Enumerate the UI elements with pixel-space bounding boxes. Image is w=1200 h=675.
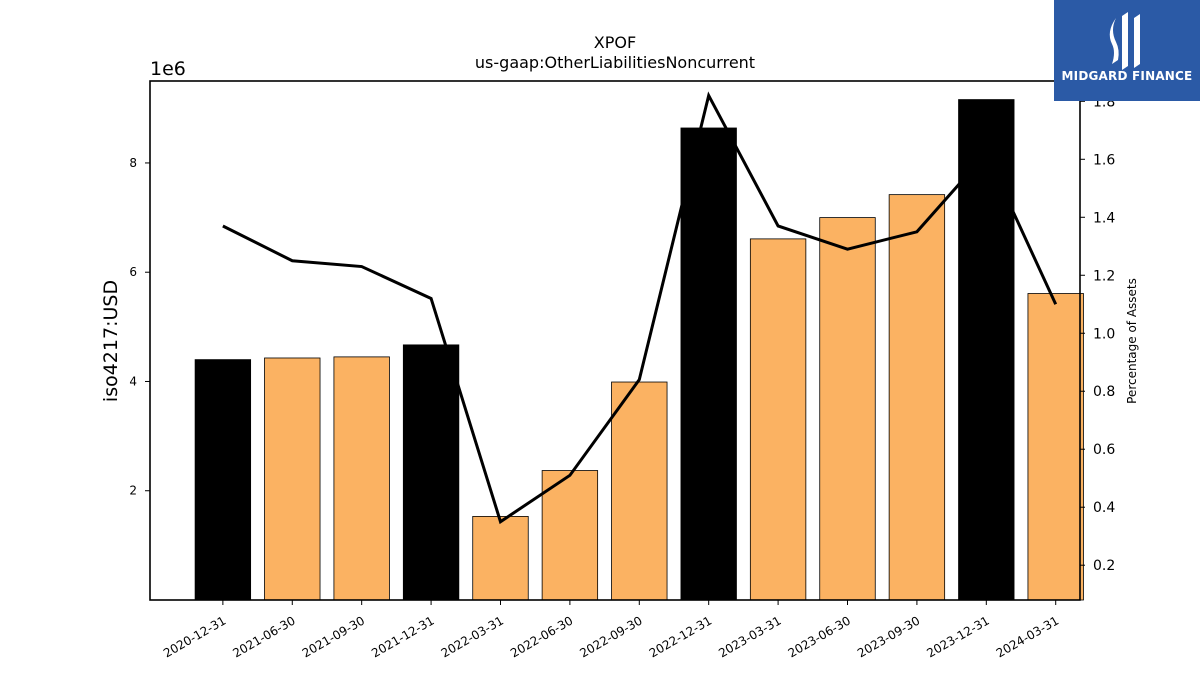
y-tick-label: 6	[129, 265, 137, 279]
brand-name: MIDGARD FINANCE	[1061, 69, 1193, 83]
x-tick-label: 2021-09-30	[300, 613, 367, 660]
x-tick-label: 2022-06-30	[508, 613, 575, 660]
bar	[402, 344, 460, 601]
bar	[611, 381, 668, 601]
bar	[680, 127, 737, 601]
y-tick-label: 4	[129, 374, 137, 388]
x-tick-label: 2024-03-31	[994, 613, 1061, 660]
y2-tick-label: 0.4	[1093, 500, 1115, 516]
y2-axis-label: Percentage of Assets	[1125, 278, 1139, 404]
chart-subtitle: us-gaap:OtherLiabilitiesNoncurrent	[475, 53, 755, 72]
y2-tick-label: 0.2	[1093, 558, 1115, 574]
y2-tick-label: 1.6	[1093, 152, 1115, 168]
x-tick-label: 2023-06-30	[786, 613, 853, 660]
y2-tick-label: 0.8	[1093, 384, 1115, 400]
bar	[472, 516, 529, 601]
y-tick-label: 2	[129, 484, 137, 498]
bar	[194, 359, 252, 601]
bar	[888, 194, 946, 601]
x-tick-label: 2023-12-31	[924, 613, 991, 660]
x-tick-label: 2020-12-31	[161, 613, 228, 660]
series-line	[222, 91, 1058, 525]
x-tick-label: 2022-03-31	[439, 613, 506, 660]
bar	[958, 99, 1015, 601]
y-offset-label: 1e6	[150, 58, 186, 80]
bar	[1027, 293, 1084, 601]
y2-tick-label: 1.4	[1093, 210, 1115, 226]
midgard-logo-icon	[1109, 12, 1140, 70]
bar	[749, 238, 807, 601]
y-tick-label: 8	[129, 156, 137, 170]
x-tick-label: 2021-12-31	[369, 613, 436, 660]
bar	[264, 357, 321, 601]
bars-group	[194, 99, 1084, 601]
line-group	[222, 91, 1058, 525]
bar	[541, 470, 599, 601]
x-tick-label: 2022-09-30	[577, 613, 644, 660]
x-tick-label: 2023-03-31	[716, 613, 783, 660]
brand-logo: MIDGARD FINANCE	[1054, 0, 1200, 101]
y-axis-label: iso4217:USD	[100, 280, 122, 402]
chart-title: XPOF	[594, 33, 636, 52]
x-tick-label: 2021-06-30	[230, 613, 297, 660]
y2-tick-label: 0.6	[1093, 442, 1115, 458]
x-tick-label: 2023-09-30	[855, 613, 922, 660]
plot-frame	[149, 80, 1081, 601]
bar	[333, 356, 390, 601]
bar	[819, 217, 876, 601]
y2-tick-label: 1.0	[1093, 326, 1115, 342]
x-tick-label: 2022-12-31	[647, 613, 714, 660]
y2-tick-label: 1.2	[1093, 268, 1115, 284]
